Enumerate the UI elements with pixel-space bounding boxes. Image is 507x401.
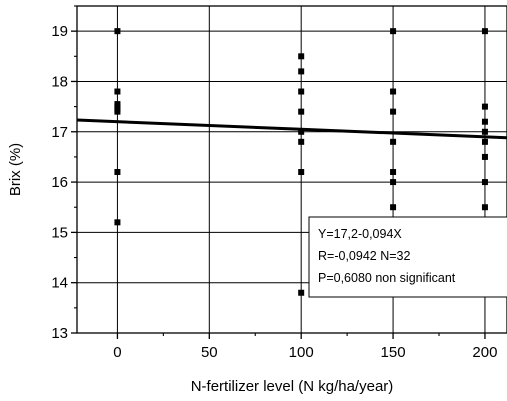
x-tick-label: 200 xyxy=(472,344,497,361)
regression-line xyxy=(76,118,507,140)
x-tick-label: 150 xyxy=(381,344,406,361)
data-point xyxy=(390,138,397,145)
data-point xyxy=(481,118,488,125)
data-point xyxy=(298,128,305,135)
annotation-line-significance: P=0,6080 non significant xyxy=(318,271,456,285)
data-point xyxy=(298,289,305,296)
data-point xyxy=(390,179,397,186)
regression-annotation: Y=17,2-0,094X R=-0,0942 N=32 P=0,6080 no… xyxy=(308,216,507,298)
data-point xyxy=(481,179,488,186)
regression-line-group xyxy=(76,118,507,140)
annotation-line-equation: Y=17,2-0,094X xyxy=(318,227,402,241)
data-point xyxy=(298,68,305,75)
data-point xyxy=(114,108,121,115)
data-point xyxy=(298,108,305,115)
x-tick-label: 0 xyxy=(113,344,121,361)
data-point xyxy=(481,204,488,211)
data-point xyxy=(390,108,397,115)
y-tick-label: 15 xyxy=(51,224,68,241)
data-points xyxy=(114,28,488,296)
data-point xyxy=(114,28,121,35)
x-tick-label: 100 xyxy=(289,344,314,361)
data-point xyxy=(298,169,305,176)
data-point xyxy=(481,28,488,35)
data-point xyxy=(481,138,488,145)
data-point xyxy=(114,219,121,226)
data-point xyxy=(481,128,488,135)
data-point xyxy=(390,204,397,211)
y-tick-label: 13 xyxy=(51,325,68,342)
data-point xyxy=(390,28,397,35)
data-point xyxy=(481,103,488,110)
y-axis-label: Brix (%) xyxy=(7,143,24,196)
y-tick-label: 17 xyxy=(51,124,68,141)
annotation-box xyxy=(308,216,507,298)
y-tick-label: 19 xyxy=(51,23,68,40)
annotation-line-correlation: R=-0,0942 N=32 xyxy=(318,249,410,263)
y-tick-label: 16 xyxy=(51,174,68,191)
data-point xyxy=(298,138,305,145)
data-point xyxy=(298,53,305,60)
data-point xyxy=(390,169,397,176)
data-point xyxy=(114,169,121,176)
plot-frame xyxy=(76,5,507,334)
y-tick-label: 18 xyxy=(51,73,68,90)
y-tick-label: 14 xyxy=(51,275,68,292)
data-point xyxy=(298,88,305,95)
data-point xyxy=(481,153,488,160)
data-point xyxy=(114,88,121,95)
axis-ticks: 0 50 100 150 200 13 14 15 16 17 18 19 xyxy=(51,5,497,361)
x-axis-label: N-fertilizer level (N kg/ha/year) xyxy=(191,378,394,395)
data-point xyxy=(390,88,397,95)
x-tick-label: 50 xyxy=(201,344,218,361)
